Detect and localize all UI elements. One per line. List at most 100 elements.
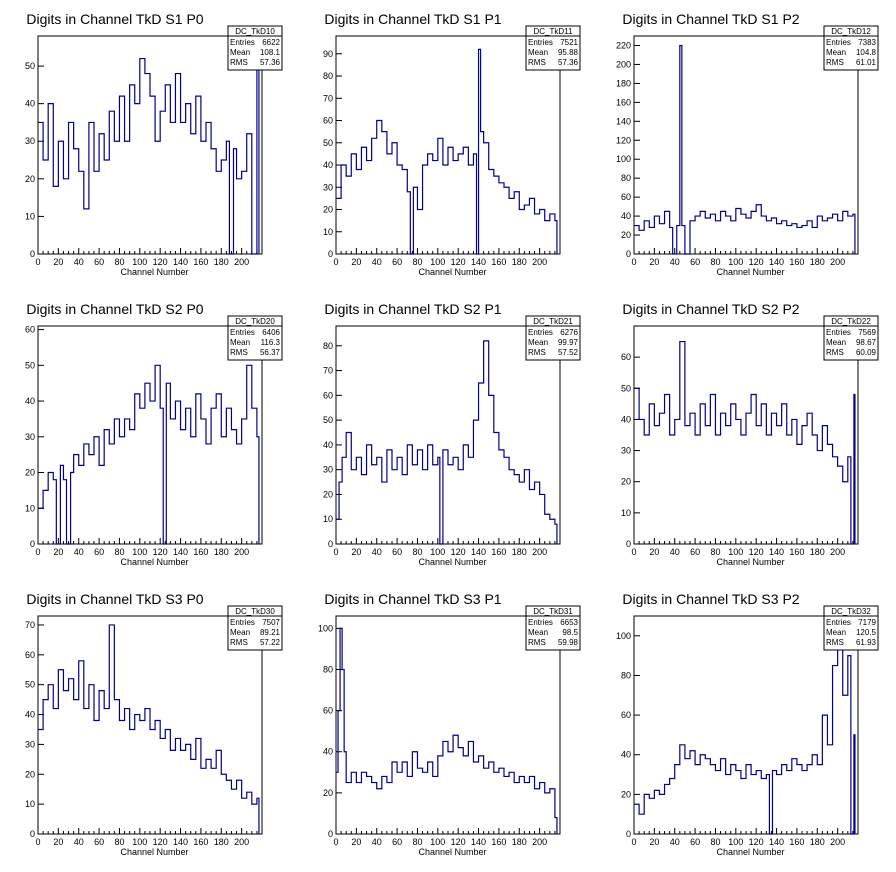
x-tick-label: 80: [710, 837, 720, 847]
stats-name: DC_TkD21: [533, 317, 573, 326]
x-tick-label: 160: [193, 257, 208, 267]
y-tick-label: 50: [25, 61, 35, 71]
x-tick-label: 40: [372, 257, 382, 267]
y-tick-label: 0: [328, 249, 333, 259]
x-tick-label: 0: [35, 257, 40, 267]
y-tick-label: 20: [323, 788, 333, 798]
y-tick-label: 20: [621, 477, 631, 487]
stats-value: 89.21: [260, 628, 281, 637]
x-tick-label: 180: [810, 547, 825, 557]
y-tick-label: 160: [616, 97, 631, 107]
x-tick-label: 0: [333, 837, 338, 847]
stats-value: 61.93: [856, 638, 877, 647]
y-tick-label: 60: [25, 650, 35, 660]
x-tick-label: 60: [690, 257, 700, 267]
stats-key: Entries: [230, 38, 255, 47]
stats-key: Entries: [528, 328, 553, 337]
y-tick-label: 0: [30, 829, 35, 839]
stats-value: 6622: [262, 38, 280, 47]
x-tick-label: 0: [35, 547, 40, 557]
x-tick-label: 100: [132, 837, 147, 847]
x-tick-label: 80: [114, 257, 124, 267]
y-tick-label: 80: [323, 664, 333, 674]
chart-title: Digits in Channel TkD S1 P0: [26, 11, 203, 27]
x-tick-label: 60: [392, 257, 402, 267]
y-tick-label: 180: [616, 78, 631, 88]
y-tick-label: 0: [30, 539, 35, 549]
y-tick-label: 40: [323, 747, 333, 757]
stats-value: 57.36: [558, 58, 579, 67]
stats-name: DC_TkD10: [235, 27, 275, 36]
y-tick-label: 60: [25, 325, 35, 335]
x-tick-label: 100: [728, 547, 743, 557]
stats-value: 99.97: [558, 338, 579, 347]
y-tick-label: 0: [30, 249, 35, 259]
x-tick-label: 20: [351, 547, 361, 557]
x-tick-label: 140: [471, 257, 486, 267]
y-tick-label: 40: [25, 710, 35, 720]
stats-key: Mean: [230, 338, 250, 347]
y-tick-label: 30: [323, 182, 333, 192]
x-tick-label: 120: [749, 547, 764, 557]
histogram-line: [38, 364, 260, 545]
y-tick-label: 10: [621, 508, 631, 518]
x-tick-label: 40: [372, 837, 382, 847]
chart-title: Digits in Channel TkD S2 P0: [26, 301, 203, 317]
stats-value: 57.36: [260, 58, 281, 67]
x-tick-label: 80: [114, 547, 124, 557]
y-tick-label: 20: [25, 769, 35, 779]
x-tick-label: 200: [830, 257, 845, 267]
x-tick-label: 100: [132, 257, 147, 267]
x-tick-label: 100: [728, 837, 743, 847]
x-tick-label: 120: [749, 257, 764, 267]
stats-key: Mean: [826, 338, 846, 347]
y-tick-label: 20: [621, 230, 631, 240]
stats-key: Mean: [826, 628, 846, 637]
x-tick-label: 60: [690, 837, 700, 847]
y-tick-label: 30: [25, 739, 35, 749]
x-tick-label: 200: [532, 547, 547, 557]
stats-value: 6406: [262, 328, 280, 337]
histogram-panel: Digits in Channel TkD S3 P2 0 20 40 60 80 100 1…: [616, 591, 879, 857]
stats-value: 7569: [858, 328, 876, 337]
x-axis-label: Channel Number: [120, 267, 188, 277]
y-tick-label: 80: [323, 71, 333, 81]
x-tick-label: 40: [74, 837, 84, 847]
stats-key: Entries: [528, 618, 553, 627]
stats-value: 6276: [560, 328, 578, 337]
x-tick-label: 0: [631, 547, 636, 557]
x-tick-label: 100: [728, 257, 743, 267]
histogram-panel: Digits in Channel TkD S3 P00 20 40 60 80 100 1…: [25, 591, 283, 857]
x-tick-label: 100: [430, 547, 445, 557]
stats-value: 7383: [858, 38, 876, 47]
x-tick-label: 160: [491, 837, 506, 847]
x-tick-label: 160: [789, 547, 804, 557]
stats-box: [525, 605, 581, 651]
y-tick-label: 20: [621, 789, 631, 799]
x-tick-label: 180: [512, 547, 527, 557]
x-tick-label: 140: [173, 257, 188, 267]
y-tick-label: 80: [621, 173, 631, 183]
y-tick-label: 10: [323, 514, 333, 524]
y-tick-label: 80: [621, 670, 631, 680]
y-tick-label: 20: [25, 174, 35, 184]
y-tick-label: 40: [621, 414, 631, 424]
x-tick-label: 140: [471, 547, 486, 557]
x-tick-label: 200: [532, 837, 547, 847]
y-tick-label: 140: [616, 116, 631, 126]
y-tick-label: 30: [323, 465, 333, 475]
stats-box: [823, 315, 879, 361]
histogram-panel: Digits in Channel TkD S3 P1 0 20 40 60 80 100 1…: [318, 591, 581, 857]
y-tick-label: 50: [621, 383, 631, 393]
x-tick-label: 60: [392, 837, 402, 847]
y-tick-label: 120: [616, 135, 631, 145]
chart-title: Digits in Channel TkD S2 P2: [622, 301, 799, 317]
x-tick-label: 180: [214, 257, 229, 267]
x-tick-label: 200: [234, 257, 249, 267]
x-tick-label: 160: [193, 547, 208, 557]
x-axis-label: Channel Number: [418, 847, 486, 857]
stats-name: DC_TkD32: [831, 607, 871, 616]
stats-key: RMS: [528, 58, 546, 67]
x-tick-label: 80: [412, 257, 422, 267]
y-tick-label: 40: [621, 211, 631, 221]
